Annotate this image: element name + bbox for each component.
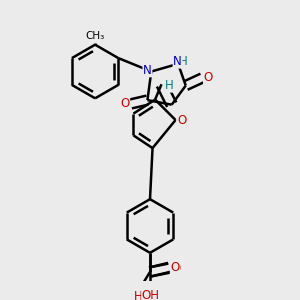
Text: O: O — [120, 98, 130, 110]
Text: H: H — [179, 55, 188, 68]
Text: OH: OH — [142, 289, 160, 300]
Text: O: O — [204, 71, 213, 84]
Text: O: O — [171, 262, 180, 275]
Text: H: H — [165, 79, 173, 92]
Text: O: O — [177, 113, 187, 127]
Text: CH₃: CH₃ — [85, 31, 105, 41]
Text: N: N — [173, 55, 182, 68]
Text: N: N — [143, 64, 152, 77]
Text: O: O — [170, 261, 180, 274]
Text: H: H — [134, 290, 143, 300]
